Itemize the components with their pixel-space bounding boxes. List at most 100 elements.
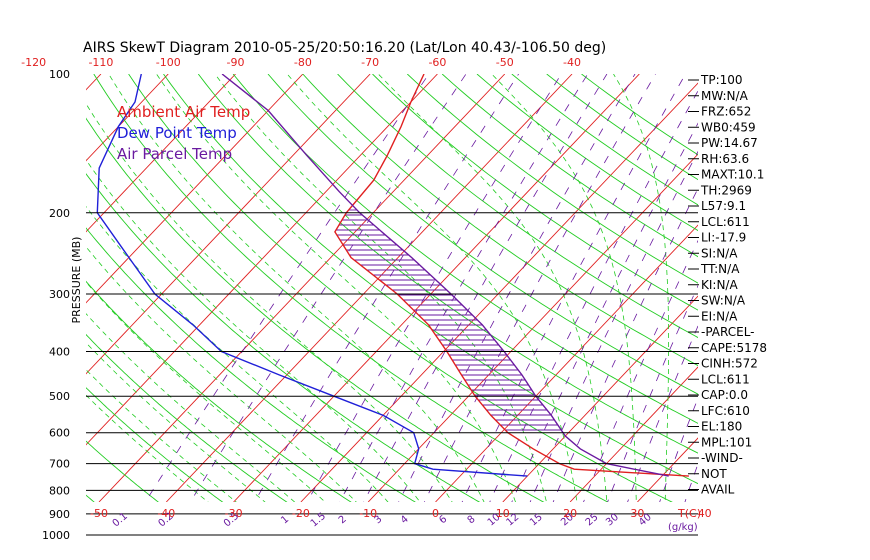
moist-adiabat-line xyxy=(86,246,357,502)
index-ei: EI:N/A xyxy=(701,309,738,323)
dry-adiabat-line xyxy=(86,387,224,502)
isobar-lines xyxy=(86,212,698,536)
index-tt: TT:N/A xyxy=(700,262,740,276)
mixing-ratio-line xyxy=(339,74,589,502)
index-maxt: MAXT:10.1 xyxy=(701,168,764,182)
mixing-ratio-line xyxy=(189,74,467,502)
mixing-ratio-line xyxy=(306,74,562,502)
top-temp-tick-label: -120 xyxy=(21,56,46,69)
top-temp-tick-label: -60 xyxy=(428,56,446,69)
bottom-temp-tick-label: -50 xyxy=(90,507,108,520)
dry-adiabat-line xyxy=(86,333,288,502)
index-parcel-header: -PARCEL- xyxy=(701,325,755,339)
mixing-ratio-tick-label: 6 xyxy=(437,514,449,527)
mixing-ratio-tick-label: 3 xyxy=(373,514,385,527)
isotherm-line xyxy=(86,74,236,233)
moist-adiabat-line xyxy=(86,103,453,502)
bottom-temp-tick-label: -10 xyxy=(359,507,377,520)
pressure-tick-label: 600 xyxy=(49,427,70,440)
index-frz: FRZ:652 xyxy=(701,105,751,119)
bottom-temp-tick-label: 0 xyxy=(432,507,439,520)
mixing-ratio-line xyxy=(529,150,698,502)
bottom-temp-tick-label: 20 xyxy=(563,507,577,520)
index-cape: CAPE:5178 xyxy=(701,341,767,355)
isotherm-line xyxy=(86,74,169,162)
mixing-ratio-tick-label: 2 xyxy=(337,514,349,527)
mixing-ratio-line xyxy=(423,74,656,502)
bottom-temp-tick-label: -40 xyxy=(157,507,175,520)
moist-adiabat-line xyxy=(108,74,485,502)
isotherm-line xyxy=(86,74,438,446)
moist-adiabat-line xyxy=(214,74,547,502)
pressure-tick-label: 1000 xyxy=(42,529,70,542)
bottom-temp-tick-label: 10 xyxy=(496,507,510,520)
index-wb0: WB0:459 xyxy=(701,120,756,134)
cape-area-hatching xyxy=(336,209,562,431)
bottom-temp-tick-label: -30 xyxy=(225,507,243,520)
moist-adiabat-line xyxy=(613,74,669,502)
pressure-tick-label: 100 xyxy=(49,68,70,81)
chart-title: AIRS SkewT Diagram 2010-05-25/20:50:16.2… xyxy=(83,40,606,56)
dry-adiabat-line xyxy=(232,74,698,424)
isotherm-line xyxy=(569,366,698,502)
index-wind-not: NOT xyxy=(701,467,727,481)
index-parcel-lcl: LCL:611 xyxy=(701,372,750,386)
top-temp-tick-label: -70 xyxy=(361,56,379,69)
background-lines xyxy=(0,74,698,502)
mixing-ratio-tick-label: 4 xyxy=(399,514,411,527)
index-mpl: MPL:101 xyxy=(701,435,752,449)
x-axis-title: T(C) xyxy=(677,507,701,520)
mixing-ratio-line xyxy=(511,122,698,502)
bottom-temp-tick-label: 40 xyxy=(698,507,712,520)
dry-adiabat-line xyxy=(476,74,698,232)
mixing-ratio-line xyxy=(144,74,430,502)
pressure-tick-label: 400 xyxy=(49,346,70,359)
pressure-tick-label: 700 xyxy=(49,458,70,471)
bottom-temp-tick-label: -20 xyxy=(292,507,310,520)
isotherm-line xyxy=(300,82,698,502)
top-temp-tick-label: -50 xyxy=(496,56,514,69)
index-ki: KI:N/A xyxy=(701,278,738,292)
legend: Ambient Air Temp Dew Point Temp Air Parcel… xyxy=(117,103,250,163)
pressure-tick-label: 800 xyxy=(49,484,70,497)
index-rh: RH:63.6 xyxy=(701,152,749,166)
pressure-tick-label: 500 xyxy=(49,390,70,403)
dry-adiabat-line xyxy=(86,227,416,502)
moist-adiabat-line xyxy=(156,74,516,502)
dry-adiabat-line xyxy=(86,117,545,502)
legend-entry: Air Parcel Temp xyxy=(117,145,232,163)
moist-adiabat-line xyxy=(491,74,637,502)
isotherm-line xyxy=(0,74,34,502)
index-lcl: LCL:611 xyxy=(701,215,750,229)
index-el: EL:180 xyxy=(701,420,742,434)
index-sw: SW:N/A xyxy=(701,294,746,308)
mixing-ratio-line xyxy=(607,284,698,502)
pressure-tick-label: 200 xyxy=(49,207,70,220)
top-temp-tick-label: -100 xyxy=(156,56,181,69)
dry-adiabat-line xyxy=(267,74,698,395)
index-lfc: LFC:610 xyxy=(701,404,750,418)
mixing-ratio-line xyxy=(254,74,519,502)
index-cinh: CINH:572 xyxy=(701,357,758,371)
dry-adiabat-line xyxy=(302,74,698,367)
isotherm-line xyxy=(435,224,698,502)
top-temp-tick-label: -40 xyxy=(563,56,581,69)
dry-adiabat-line xyxy=(337,74,698,339)
mixing-ratio-line xyxy=(363,74,608,502)
index-wind-header: -WIND- xyxy=(701,451,743,465)
legend-entry: Ambient Air Temp xyxy=(117,103,250,121)
isotherm-line xyxy=(98,74,506,502)
index-cap: CAP:0.0 xyxy=(701,388,748,402)
moist-adiabat-line xyxy=(86,159,421,502)
dry-adiabat-line xyxy=(163,74,698,485)
index-mw: MW:N/A xyxy=(701,89,749,103)
air-parcel-temp-line xyxy=(221,74,669,477)
axis-labels: 0.1 0.2 0.5 1 1.5 2 3 4 6 8 10 12 15 20 25 30 40 (g/kg)10… xyxy=(21,56,712,542)
mixing-ratio-tick-label: 1 xyxy=(279,514,291,527)
top-temp-tick-label: -80 xyxy=(294,56,312,69)
index-l57: L57:9.1 xyxy=(701,199,746,213)
top-temp-tick-label: -90 xyxy=(227,56,245,69)
index-tp: TP:100 xyxy=(700,73,743,87)
